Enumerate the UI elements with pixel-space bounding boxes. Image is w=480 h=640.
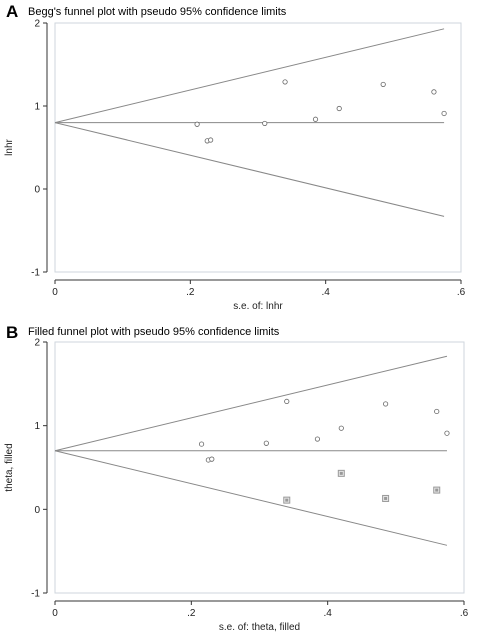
upper-confidence-limit	[54, 355, 448, 452]
x-tick-label: 0	[52, 608, 58, 619]
study-point	[208, 137, 214, 143]
study-point	[209, 456, 215, 462]
study-point	[338, 425, 344, 431]
study-point	[198, 441, 205, 447]
study-point	[336, 105, 342, 112]
lower-confidence-limit	[54, 450, 448, 546]
filled-study-point-core	[285, 498, 289, 502]
y-tick-label: -1	[31, 589, 40, 600]
x-tick-label: .6	[457, 287, 466, 298]
study-point	[262, 120, 268, 127]
funnel-plot-panel-b: B Filled funnel plot with pseudo 95% con…	[0, 320, 480, 640]
x-tick-label: .4	[321, 287, 330, 298]
study-point	[441, 110, 447, 117]
study-point	[263, 440, 269, 446]
study-point	[284, 398, 290, 405]
plot-frame	[54, 22, 462, 273]
y-tick-label: 0	[34, 505, 40, 516]
x-axis-label: s.e. of: lnhr	[233, 301, 283, 312]
upper-confidence-limit	[54, 28, 445, 124]
x-tick-label: 0	[52, 287, 58, 298]
filled-study-point-core	[339, 471, 343, 475]
funnel-plot-panel-a: A Begg's funnel plot with pseudo 95% con…	[4, 2, 466, 313]
chart-title-b: Filled funnel plot with pseudo 95% confi…	[28, 326, 280, 338]
study-point	[380, 81, 386, 88]
x-tick-label: .6	[460, 608, 469, 619]
y-tick-label: 0	[34, 185, 40, 196]
plot-frame	[54, 341, 465, 594]
study-point	[282, 79, 288, 85]
study-point	[194, 121, 200, 127]
filled-study-point-core	[435, 488, 439, 492]
y-tick-label: 1	[34, 102, 40, 113]
chart-title-a: Begg's funnel plot with pseudo 95% confi…	[28, 6, 287, 18]
y-axis-label: lnhr	[4, 138, 15, 155]
study-point	[431, 89, 437, 95]
y-axis-label: theta, filled	[4, 443, 15, 491]
study-point	[444, 430, 450, 436]
y-tick-label: -1	[31, 268, 40, 279]
x-tick-label: .2	[186, 287, 195, 298]
study-point	[383, 401, 389, 407]
y-tick-label: 2	[34, 338, 40, 349]
study-point	[434, 408, 440, 415]
x-tick-label: .4	[323, 608, 332, 619]
funnel-plot-b: 0 .2 .4 .6 -1 0 1 2 s.e. of: theta, filled theta,…	[4, 338, 469, 634]
x-axis-label: s.e. of: theta, filled	[219, 622, 300, 633]
lower-confidence-limit	[54, 122, 445, 217]
panel-label-a: A	[6, 2, 19, 21]
y-tick-label: 2	[34, 19, 40, 30]
funnel-plot-a: 0 .2 .4 .6 -1 0 1 2 s.e. of: lnhr lnhr	[4, 19, 466, 313]
y-tick-label: 1	[34, 421, 40, 432]
x-tick-label: .2	[187, 608, 196, 619]
study-point	[314, 436, 321, 442]
panel-label-b: B	[6, 323, 19, 342]
study-point	[312, 116, 319, 122]
filled-study-point-core	[384, 496, 388, 500]
